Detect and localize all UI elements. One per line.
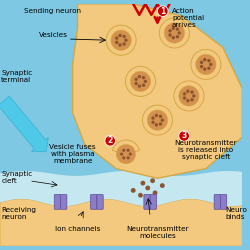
Circle shape xyxy=(190,98,194,102)
Circle shape xyxy=(168,33,172,37)
Circle shape xyxy=(176,35,179,38)
Circle shape xyxy=(172,36,175,39)
Circle shape xyxy=(144,80,147,83)
Circle shape xyxy=(203,68,206,71)
Circle shape xyxy=(176,28,179,31)
Circle shape xyxy=(160,118,164,122)
Circle shape xyxy=(150,178,155,183)
Circle shape xyxy=(179,86,199,106)
Circle shape xyxy=(131,188,136,193)
Text: Neurotransmitter
is released into
synaptic cleft: Neurotransmitter is released into synapt… xyxy=(174,140,237,160)
Circle shape xyxy=(126,149,130,152)
FancyBboxPatch shape xyxy=(97,194,103,209)
Circle shape xyxy=(155,114,158,117)
Circle shape xyxy=(145,186,150,190)
Text: Action
potential
arrives: Action potential arrives xyxy=(172,8,204,28)
Circle shape xyxy=(115,41,118,44)
Circle shape xyxy=(164,23,184,43)
Circle shape xyxy=(200,65,203,68)
FancyBboxPatch shape xyxy=(214,194,220,209)
Polygon shape xyxy=(73,4,242,178)
Circle shape xyxy=(159,115,162,118)
Circle shape xyxy=(174,81,204,111)
FancyBboxPatch shape xyxy=(144,194,150,209)
Circle shape xyxy=(152,190,158,195)
Circle shape xyxy=(152,120,155,124)
Circle shape xyxy=(122,42,126,46)
Text: Ion channels: Ion channels xyxy=(55,226,100,232)
FancyBboxPatch shape xyxy=(54,194,60,209)
Circle shape xyxy=(207,59,210,62)
Circle shape xyxy=(160,183,165,188)
Text: 3: 3 xyxy=(182,132,187,140)
Circle shape xyxy=(190,90,194,94)
Circle shape xyxy=(168,29,172,32)
Circle shape xyxy=(183,92,186,96)
Polygon shape xyxy=(0,199,242,246)
Text: Synaptic
terminal: Synaptic terminal xyxy=(1,70,32,83)
Circle shape xyxy=(118,34,122,37)
Circle shape xyxy=(147,110,168,130)
Circle shape xyxy=(115,36,118,40)
Text: 2: 2 xyxy=(108,136,113,145)
Circle shape xyxy=(191,50,221,80)
Circle shape xyxy=(118,43,122,47)
Circle shape xyxy=(207,66,210,70)
Circle shape xyxy=(134,78,138,81)
Circle shape xyxy=(126,156,130,160)
Circle shape xyxy=(111,30,131,50)
Circle shape xyxy=(178,31,181,35)
Text: Sending neuron: Sending neuron xyxy=(24,8,81,14)
Circle shape xyxy=(105,136,116,146)
FancyArrow shape xyxy=(0,96,48,152)
Circle shape xyxy=(142,76,145,79)
Circle shape xyxy=(172,26,175,30)
Text: Neuro
binds: Neuro binds xyxy=(225,207,247,220)
Text: Receiving
neuron: Receiving neuron xyxy=(1,207,36,220)
Circle shape xyxy=(142,105,172,135)
Circle shape xyxy=(183,96,186,100)
Text: Vesicles: Vesicles xyxy=(39,32,68,38)
Circle shape xyxy=(138,84,141,88)
Circle shape xyxy=(196,54,216,74)
Circle shape xyxy=(122,35,126,38)
Circle shape xyxy=(129,152,132,156)
FancyBboxPatch shape xyxy=(150,194,156,209)
Circle shape xyxy=(126,66,156,96)
FancyBboxPatch shape xyxy=(90,194,97,209)
Circle shape xyxy=(158,6,168,16)
Circle shape xyxy=(120,152,123,156)
Wedge shape xyxy=(112,140,140,154)
Circle shape xyxy=(155,123,158,126)
Circle shape xyxy=(130,71,151,92)
Circle shape xyxy=(134,82,138,85)
Circle shape xyxy=(160,18,190,48)
FancyBboxPatch shape xyxy=(60,194,67,209)
Circle shape xyxy=(179,130,190,141)
Circle shape xyxy=(192,94,196,98)
Circle shape xyxy=(152,116,155,120)
Circle shape xyxy=(200,61,203,64)
Text: Synaptic
cleft: Synaptic cleft xyxy=(1,170,32,183)
Circle shape xyxy=(124,38,128,42)
Circle shape xyxy=(106,25,136,55)
FancyBboxPatch shape xyxy=(220,194,227,209)
Circle shape xyxy=(209,63,212,66)
Circle shape xyxy=(140,181,145,186)
Circle shape xyxy=(122,156,125,160)
Circle shape xyxy=(116,144,136,164)
Circle shape xyxy=(159,122,162,126)
Circle shape xyxy=(186,90,190,93)
Circle shape xyxy=(203,58,206,61)
Circle shape xyxy=(142,84,145,87)
Text: Neurotransmitter
molecules: Neurotransmitter molecules xyxy=(126,226,189,238)
Text: Vesicle fuses
with plasma
membrane: Vesicle fuses with plasma membrane xyxy=(49,144,96,165)
Polygon shape xyxy=(0,171,242,206)
Circle shape xyxy=(138,193,143,198)
Circle shape xyxy=(138,75,141,78)
Circle shape xyxy=(122,149,125,152)
Text: 1: 1 xyxy=(160,7,166,16)
Circle shape xyxy=(186,99,190,102)
